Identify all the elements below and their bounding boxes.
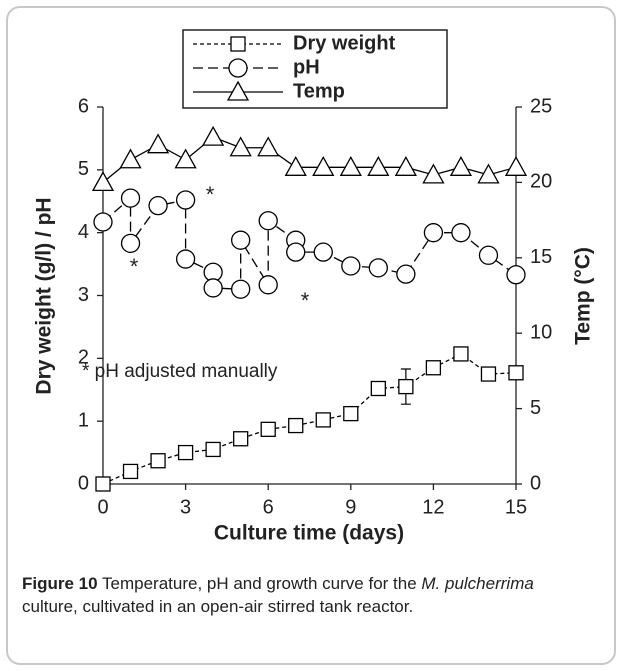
- marker: [422, 163, 445, 184]
- marker: [231, 230, 251, 250]
- marker: [396, 264, 416, 284]
- marker: [477, 163, 500, 184]
- series-line: [102, 196, 517, 290]
- marker: [480, 366, 497, 382]
- marker: [284, 155, 307, 176]
- marker: [368, 258, 388, 278]
- caption-text: culture, cultivated in an open-air stirr…: [22, 597, 414, 616]
- marker: [233, 431, 249, 447]
- series-line: [102, 353, 517, 485]
- legend-label: Dry weight: [293, 32, 396, 54]
- y-tick-label: 1: [78, 409, 89, 431]
- legend-box: [182, 29, 448, 109]
- annotation: *: [206, 182, 215, 207]
- x-tick-label: 15: [505, 496, 527, 518]
- x-axis-label: Culture time (days): [214, 522, 404, 545]
- annotation: *: [130, 254, 139, 279]
- marker: [93, 212, 113, 232]
- marker: [229, 136, 252, 157]
- marker: [286, 242, 306, 262]
- marker: [258, 275, 278, 295]
- figure-frame: [6, 6, 616, 665]
- marker: [95, 476, 111, 492]
- caption-label: Figure 10: [22, 574, 98, 593]
- y-tick-label: 2: [78, 347, 89, 369]
- marker: [231, 279, 251, 299]
- annotation: *: [301, 288, 310, 313]
- x-tick-label: 0: [97, 496, 108, 518]
- x-tick-label: 6: [263, 496, 274, 518]
- caption-species: M. pulcherrima: [421, 574, 534, 593]
- marker: [506, 265, 526, 285]
- marker: [288, 417, 304, 434]
- marker: [478, 245, 499, 265]
- marker: [174, 148, 197, 169]
- y2-tick-label: 10: [530, 321, 552, 343]
- marker: [122, 463, 139, 480]
- marker: [257, 136, 280, 157]
- marker: [504, 155, 528, 176]
- marker: [202, 125, 225, 146]
- y-tick-label: 5: [78, 158, 89, 180]
- y2-tick-label: 15: [530, 246, 552, 268]
- y-axis-label: Dry weight (g/l) / pH: [33, 197, 56, 394]
- marker: [453, 346, 469, 362]
- marker: [177, 444, 194, 461]
- marker: [449, 155, 473, 176]
- y2-tick-label: 25: [530, 95, 552, 117]
- marker: [425, 360, 442, 376]
- marker: [370, 380, 386, 397]
- marker: [120, 233, 141, 253]
- marker: [228, 58, 248, 78]
- marker: [226, 80, 250, 101]
- legend-label: Temp: [293, 80, 345, 102]
- caption-text: Temperature, pH and growth curve for the: [97, 574, 422, 593]
- chart: Culture time (days) Dry weight (g/l) / p…: [33, 29, 595, 545]
- x-tick-label: 12: [422, 496, 444, 518]
- marker: [343, 405, 359, 422]
- y2-tick-label: 20: [530, 171, 552, 193]
- marker: [230, 36, 246, 52]
- marker: [175, 190, 196, 210]
- y-tick-label: 0: [78, 472, 89, 494]
- marker: [119, 148, 142, 169]
- marker: [312, 155, 335, 176]
- marker: [315, 412, 331, 428]
- marker: [148, 195, 168, 216]
- legend-label: pH: [293, 56, 320, 78]
- x-tick-label: 9: [345, 496, 356, 518]
- marker: [339, 155, 362, 176]
- marker: [313, 242, 333, 262]
- y-tick-label: 4: [78, 221, 89, 243]
- marker: [508, 365, 524, 381]
- y2-tick-label: 0: [530, 472, 541, 494]
- marker: [394, 155, 417, 176]
- annotation-note: * pH adjusted manually: [82, 361, 278, 382]
- series-line: [102, 136, 517, 183]
- marker: [146, 133, 170, 154]
- marker: [205, 441, 221, 458]
- y-tick-label: 6: [78, 95, 89, 117]
- marker: [150, 453, 166, 469]
- y2-axis-label: Temp (°C): [572, 247, 595, 345]
- marker: [203, 278, 223, 298]
- marker: [91, 171, 115, 192]
- marker: [367, 155, 390, 176]
- marker: [120, 188, 141, 208]
- marker: [260, 421, 276, 437]
- marker: [258, 211, 278, 231]
- marker: [423, 223, 444, 243]
- x-tick-label: 3: [180, 496, 191, 518]
- marker: [451, 223, 471, 243]
- caption: Figure 10 Temperature, pH and growth cur…: [22, 572, 582, 618]
- marker: [341, 256, 361, 276]
- marker: [175, 249, 196, 269]
- marker: [398, 378, 414, 395]
- y2-tick-label: 5: [530, 397, 541, 419]
- y-tick-label: 3: [78, 284, 89, 306]
